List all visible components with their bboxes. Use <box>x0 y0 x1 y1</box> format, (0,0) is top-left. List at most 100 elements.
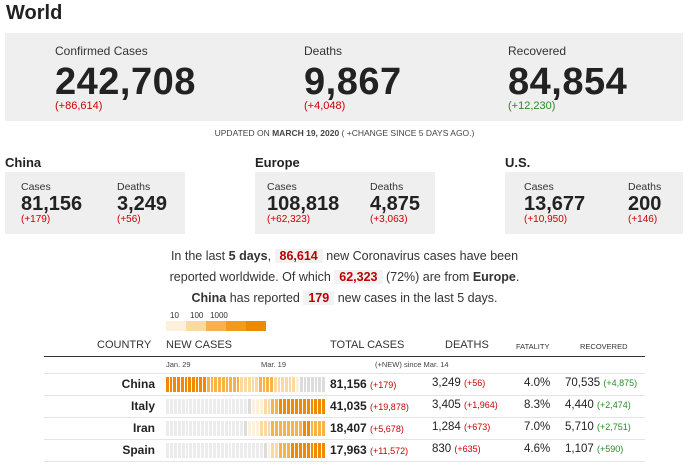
new-cases-sparkbars <box>166 399 326 414</box>
daily-bar <box>216 421 220 436</box>
daily-bar <box>166 443 169 458</box>
daily-bar <box>298 421 302 436</box>
col-header-recovered[interactable]: RECOVERED <box>580 342 628 351</box>
daily-bar <box>302 421 306 436</box>
daily-bar <box>232 377 236 392</box>
daily-bar <box>193 421 197 436</box>
col-header-total[interactable]: TOTAL CASES <box>330 339 405 351</box>
daily-bar <box>251 443 255 458</box>
daily-bar <box>244 421 248 436</box>
daily-bar <box>259 421 263 436</box>
daily-bar <box>240 443 244 458</box>
daily-bar <box>228 399 232 414</box>
daily-bar <box>267 443 271 458</box>
daily-bar <box>279 421 283 436</box>
daily-bar <box>291 443 294 458</box>
daily-bar <box>287 399 290 414</box>
daily-bar <box>271 399 275 414</box>
daily-bar <box>306 399 310 414</box>
daily-bar <box>184 377 188 392</box>
daily-bar <box>267 421 271 436</box>
region-deaths-label: Deaths <box>117 181 151 193</box>
daily-bar <box>205 421 208 436</box>
daily-bar <box>247 377 251 392</box>
total-cases: 81,156 (+179) <box>330 377 397 391</box>
legend-swatch <box>246 321 266 331</box>
daily-bar <box>240 377 244 392</box>
daily-bar <box>262 377 266 392</box>
col-header-fatality[interactable]: FATALITY <box>516 342 550 351</box>
daily-bar <box>292 377 296 392</box>
daily-bar <box>244 443 248 458</box>
page-title: World <box>6 2 63 24</box>
daily-bar <box>299 377 303 392</box>
daily-bar <box>318 443 322 458</box>
table-row[interactable]: Iran 18,407 (+5,678) 1,284 (+673) 7.0% 5… <box>44 418 645 439</box>
daily-bar <box>229 377 232 392</box>
daily-bar <box>224 421 228 436</box>
daily-bar <box>180 377 184 392</box>
daily-bar <box>248 443 251 458</box>
region-cases-label: Cases <box>267 181 297 193</box>
deaths: 3,405 (+1,964) <box>432 399 498 411</box>
daily-bar <box>285 377 288 392</box>
table-row[interactable]: China 81,156 (+179) 3,249 (+56) 4.0% 70,… <box>44 374 645 395</box>
table-row[interactable]: Spain 17,963 (+11,572) 830 (+635) 4.6% 1… <box>44 440 645 461</box>
daily-bar <box>318 377 322 392</box>
row-divider <box>44 439 645 440</box>
daily-bar <box>303 377 307 392</box>
daily-bar <box>294 443 298 458</box>
deaths-change: (+4,048) <box>304 100 346 112</box>
total-cases: 41,035 (+19,878) <box>330 399 409 413</box>
country-name[interactable]: Iran <box>132 421 155 435</box>
daily-bar <box>273 377 277 392</box>
summary-line-2: reported worldwide. Of which 62,323 (72%… <box>169 270 520 284</box>
daily-bar <box>201 399 205 414</box>
daily-bar <box>193 443 197 458</box>
legend-swatch <box>166 321 186 331</box>
world-stats-panel: Confirmed Cases 242,708 (+86,614) Deaths… <box>5 33 683 121</box>
axis-end-date: Mar. 19 <box>261 360 287 369</box>
col-header-deaths[interactable]: DEATHS <box>445 339 489 351</box>
daily-bar <box>232 421 236 436</box>
daily-bar <box>244 399 248 414</box>
daily-bar <box>240 399 244 414</box>
daily-bar <box>197 399 201 414</box>
daily-bar <box>169 421 173 436</box>
daily-bar <box>259 443 263 458</box>
country-name[interactable]: Italy <box>130 399 155 413</box>
region-deaths-value: 200 <box>628 193 662 215</box>
daily-bar <box>277 377 281 392</box>
region-title-china: China <box>5 155 42 170</box>
daily-bar <box>310 443 314 458</box>
daily-bar <box>291 399 294 414</box>
daily-bar <box>255 421 259 436</box>
recovered: 5,710 (+2,751) <box>565 421 631 433</box>
daily-bar <box>197 443 201 458</box>
legend-swatch <box>226 321 246 331</box>
daily-bar <box>266 377 270 392</box>
daily-bar <box>210 377 214 392</box>
daily-bar <box>201 443 205 458</box>
daily-bar <box>255 377 258 392</box>
region-deaths-label: Deaths <box>370 181 404 193</box>
daily-bar <box>181 421 185 436</box>
daily-bar <box>251 399 255 414</box>
table-row[interactable]: Italy 41,035 (+19,878) 3,405 (+1,964) 8.… <box>44 396 645 417</box>
daily-bar <box>208 443 212 458</box>
daily-bar <box>240 421 244 436</box>
region-deaths-label: Deaths <box>628 181 662 193</box>
daily-bar <box>283 443 287 458</box>
daily-bar <box>259 399 263 414</box>
region-cases-value: 108,818 <box>267 193 340 215</box>
col-header-country[interactable]: COUNTRY <box>97 339 152 351</box>
country-name[interactable]: China <box>121 377 155 391</box>
country-name[interactable]: Spain <box>122 443 155 457</box>
confirmed-change: (+86,614) <box>55 100 103 112</box>
daily-bar <box>279 399 283 414</box>
recovered: 70,535 (+4,875) <box>565 377 638 389</box>
col-header-new-cases[interactable]: NEW CASES <box>166 339 233 351</box>
region-deaths-change: (+146) <box>628 214 658 225</box>
daily-bar <box>224 443 228 458</box>
daily-bar <box>192 377 195 392</box>
